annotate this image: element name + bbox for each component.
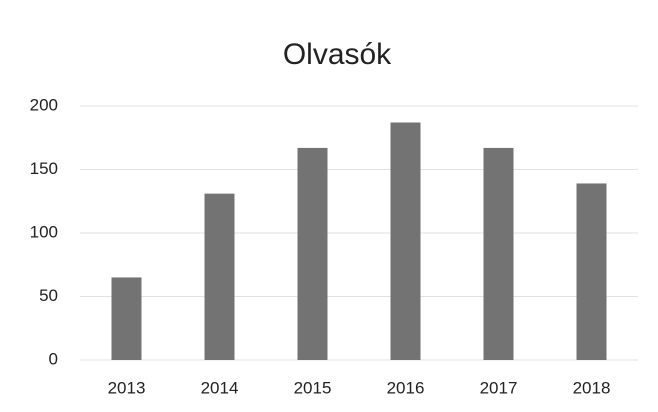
bar bbox=[483, 147, 514, 360]
chart-title: Olvasók bbox=[283, 38, 392, 71]
bar bbox=[576, 183, 607, 360]
bar bbox=[204, 193, 235, 360]
y-tick-label: 150 bbox=[30, 159, 58, 178]
x-tick-label: 2017 bbox=[480, 378, 518, 397]
x-tick-label: 2016 bbox=[387, 378, 425, 397]
y-tick-label: 100 bbox=[30, 222, 58, 241]
bar bbox=[111, 277, 142, 360]
x-tick-label: 2015 bbox=[294, 378, 332, 397]
y-tick-label: 200 bbox=[30, 95, 58, 114]
x-tick-label: 2013 bbox=[108, 378, 146, 397]
bar bbox=[390, 122, 421, 360]
x-tick-label: 2014 bbox=[201, 378, 239, 397]
y-tick-label: 0 bbox=[49, 349, 58, 368]
bar bbox=[297, 147, 328, 360]
x-tick-label: 2018 bbox=[573, 378, 611, 397]
y-tick-label: 50 bbox=[39, 286, 58, 305]
